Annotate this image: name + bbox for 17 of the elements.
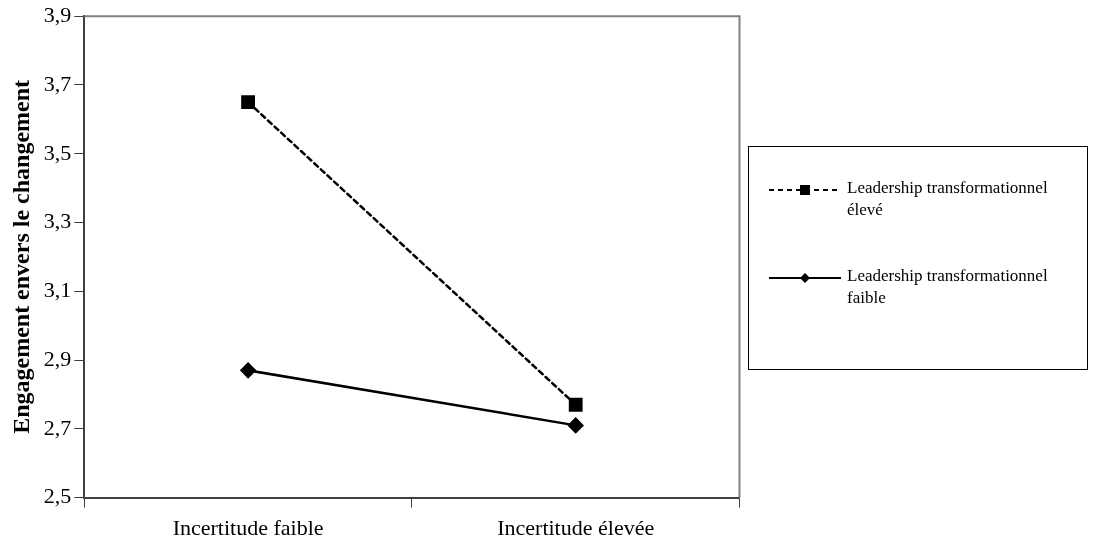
point — [240, 362, 256, 379]
point — [568, 397, 583, 412]
y-tick-label: 3,3 — [43, 208, 72, 234]
x-tick-label: Incertitude faible — [172, 514, 324, 540]
point — [567, 417, 584, 434]
y-tick-label: 3,7 — [43, 70, 72, 96]
x-tick-label: Incertitude élevée — [497, 514, 655, 540]
y-tick-label: 2,7 — [43, 414, 72, 440]
legend-label: Leadership transformationnel élevé — [847, 177, 1049, 221]
y-tick-label: 2,5 — [43, 483, 72, 509]
legend-label: Leadership transformationnel faible — [847, 265, 1049, 309]
y-tick-label: 2,9 — [43, 345, 72, 371]
y-tick-label: 3,5 — [43, 139, 72, 165]
point — [241, 95, 256, 110]
y-tick-label: 3,1 — [43, 277, 72, 303]
y-axis-title: Engagement envers le changement — [7, 79, 34, 434]
y-tick-label: 3,9 — [43, 1, 72, 27]
